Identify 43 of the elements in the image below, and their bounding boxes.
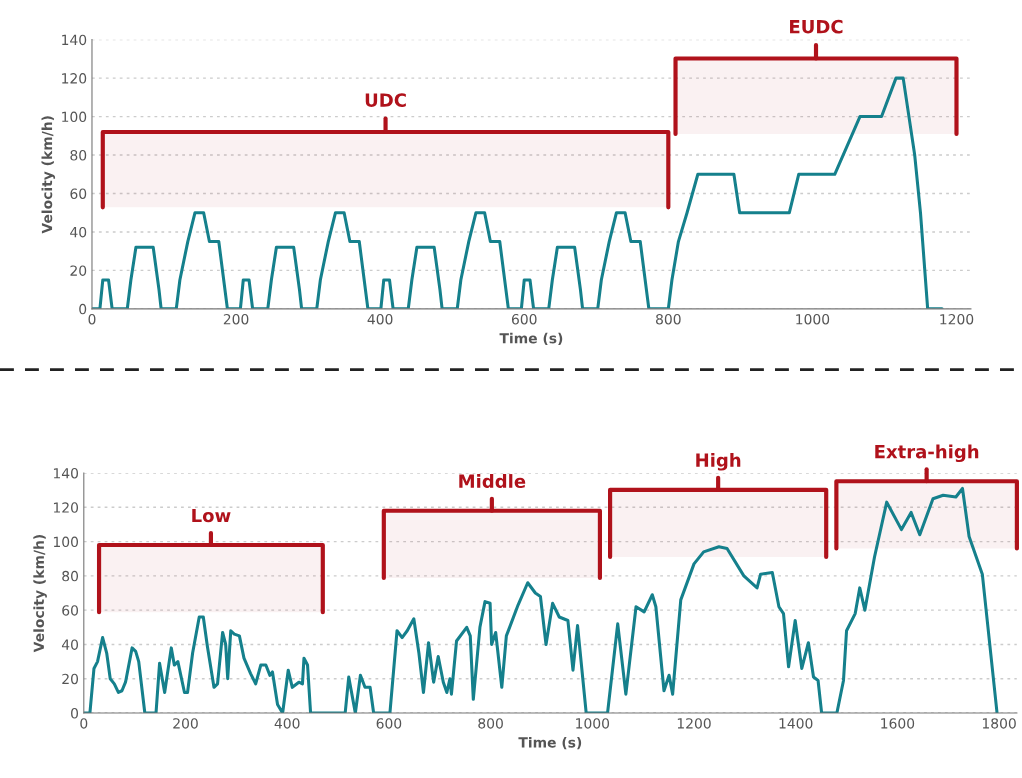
y-tick-label: 60 xyxy=(70,188,87,199)
y-axis-title: Velocity (km/h) xyxy=(41,116,56,234)
x-tick-label: 1000 xyxy=(576,718,610,729)
x-tick-label: 1200 xyxy=(677,718,711,729)
x-tick-label: 600 xyxy=(511,313,537,325)
y-tick-label: 120 xyxy=(62,73,87,84)
y-tick-label: 140 xyxy=(53,467,79,479)
y-tick-label: 100 xyxy=(53,536,79,548)
y-tick-label: 0 xyxy=(71,708,79,719)
x-tick-label: 200 xyxy=(173,718,198,729)
y-tick-label: 80 xyxy=(70,150,87,161)
x-tick-label: 1800 xyxy=(982,718,1016,729)
x-tick-label: 400 xyxy=(274,718,300,729)
band-label: Low xyxy=(192,508,231,523)
x-tick-label: 800 xyxy=(656,313,681,325)
x-tick-label: 600 xyxy=(376,718,402,729)
band-label: EUDC xyxy=(790,19,843,34)
y-tick-label: 40 xyxy=(70,226,87,238)
x-tick-label: 1200 xyxy=(940,313,974,325)
y-tick-label: 0 xyxy=(79,303,87,315)
y-axis-title: Velocity (km/h) xyxy=(33,534,47,653)
x-axis-title: Time (s) xyxy=(518,736,582,750)
y-tick-label: 40 xyxy=(61,639,79,650)
x-tick-label: 400 xyxy=(367,313,393,325)
x-tick-label: 1400 xyxy=(779,718,813,729)
y-tick-label: 20 xyxy=(70,265,87,276)
line-series xyxy=(91,76,944,309)
band-label: UDC xyxy=(365,93,406,107)
band-label: Middle xyxy=(459,474,526,489)
x-tick-label: 800 xyxy=(478,718,503,729)
y-tick-label: 140 xyxy=(62,34,87,46)
y-tick-label: 20 xyxy=(62,673,79,685)
y-tick-label: 60 xyxy=(62,605,79,616)
band-label: Extra-high xyxy=(875,444,979,463)
x-tick-label: 200 xyxy=(223,313,249,325)
y-tick-label: 120 xyxy=(53,502,79,513)
y-tick-label: 100 xyxy=(62,111,87,123)
x-tick-label: 0 xyxy=(88,313,96,325)
x-tick-label: 1600 xyxy=(881,718,915,729)
band-label: High xyxy=(696,453,741,471)
x-tick-label: 1000 xyxy=(796,313,830,325)
x-axis-title: Time (s) xyxy=(499,332,563,346)
y-tick-label: 80 xyxy=(62,570,79,582)
